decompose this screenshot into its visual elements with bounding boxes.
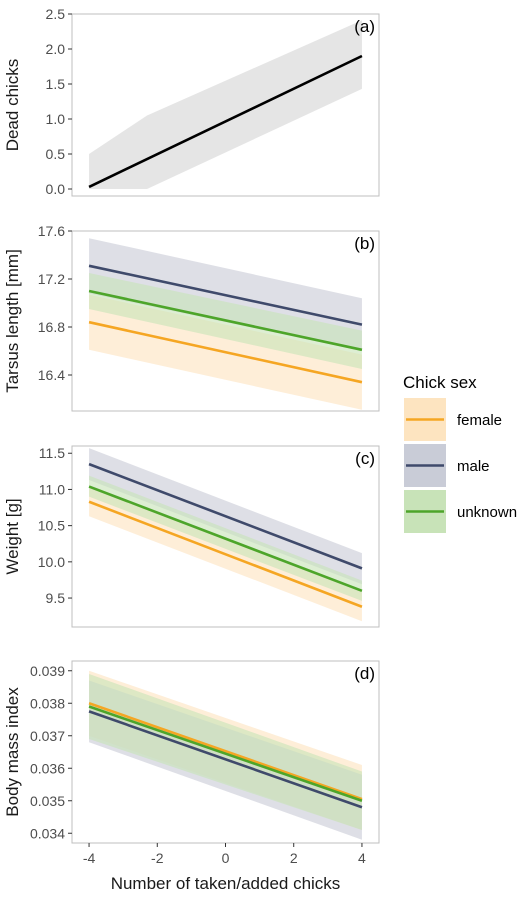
series-line-unknown: [88, 289, 363, 352]
y-tick-label: 11.5: [39, 445, 65, 461]
x-tick-label: 0: [222, 850, 230, 866]
plot-area: [88, 238, 363, 410]
y-tick-label: 16.4: [38, 367, 65, 383]
y-tick-label: 0.038: [30, 695, 65, 711]
x-tick-label: -2: [151, 850, 164, 866]
y-axis-label: Tarsus length [mm]: [3, 249, 22, 393]
y-tick-label: 0.034: [30, 825, 65, 841]
y-tick-label: 16.8: [38, 319, 65, 335]
legend-item-female: female: [404, 398, 502, 441]
legend-label-male: male: [457, 458, 490, 475]
panel-label: (a): [354, 17, 375, 36]
panel-d: 0.034 0.035 0.036 0.037 0.038 0.039 Body mass …: [3, 660, 380, 866]
y-tick-label: 2.0: [46, 41, 66, 57]
series-line-unknown: [88, 705, 363, 802]
y-tick-label: 10.5: [38, 518, 65, 534]
series-line-male: [88, 710, 363, 809]
legend: Chick sex female male unknown: [403, 373, 517, 533]
ci-band-fit: [89, 20, 362, 189]
y-tick-label: 0.0: [46, 181, 66, 197]
legend-label-unknown: unknown: [457, 504, 517, 521]
legend-item-male: male: [404, 444, 490, 487]
x-tick-label: 2: [290, 850, 298, 866]
y-tick-label: 1.0: [46, 111, 66, 127]
legend-title: Chick sex: [403, 373, 477, 392]
plot-area: [88, 670, 363, 840]
x-tick-label: 4: [358, 850, 366, 866]
x-tick-label: -4: [83, 850, 96, 866]
panel-label: (d): [354, 664, 375, 683]
panel-label: (c): [355, 449, 375, 468]
y-tick-label: 0.039: [30, 663, 65, 679]
x-axis-label: Number of taken/added chicks: [111, 874, 341, 893]
y-tick-label: 9.5: [46, 590, 66, 606]
y-tick-label: 0.5: [46, 146, 66, 162]
y-tick-label: 17.6: [38, 223, 65, 239]
series-line-female: [88, 500, 363, 608]
y-axis-label: Dead chicks: [3, 59, 22, 152]
series-line-female: [88, 320, 363, 384]
series-line-female: [88, 702, 363, 801]
y-axis-label: Weight [g]: [3, 498, 22, 574]
panel-label: (b): [354, 234, 375, 253]
panel-frame: [71, 13, 380, 197]
legend-label-female: female: [457, 412, 502, 429]
y-tick-label: 10.0: [38, 554, 65, 570]
series-line-unknown: [88, 485, 363, 593]
panel-c: 9.5 10.0 10.5 11.0 11.5 Weight [g] (c): [3, 445, 380, 628]
panel-frame: [71, 230, 380, 412]
y-tick-label: 17.2: [38, 271, 65, 287]
y-tick-label: 11.0: [39, 481, 65, 497]
y-axis-label: Body mass index: [3, 687, 22, 817]
series-line-male: [88, 264, 363, 326]
panel-a: 0.0 0.5 1.0 1.5 2.0 2.5 Dead chicks (a): [3, 6, 380, 197]
y-tick-label: 1.5: [46, 76, 66, 92]
plot-area: [88, 448, 363, 622]
panel-b: 16.4 16.8 17.2 17.6 Tarsus length [mm] (b): [3, 223, 380, 412]
y-tick-label: 0.037: [30, 728, 65, 744]
plot-area: [88, 20, 363, 189]
legend-item-unknown: unknown: [404, 490, 517, 533]
series-line-male: [88, 462, 363, 570]
y-tick-label: 0.036: [30, 760, 65, 776]
y-tick-label: 2.5: [46, 6, 66, 22]
y-tick-label: 0.035: [30, 793, 65, 809]
panel-frame: [71, 445, 380, 628]
series-line-fit: [88, 54, 363, 189]
